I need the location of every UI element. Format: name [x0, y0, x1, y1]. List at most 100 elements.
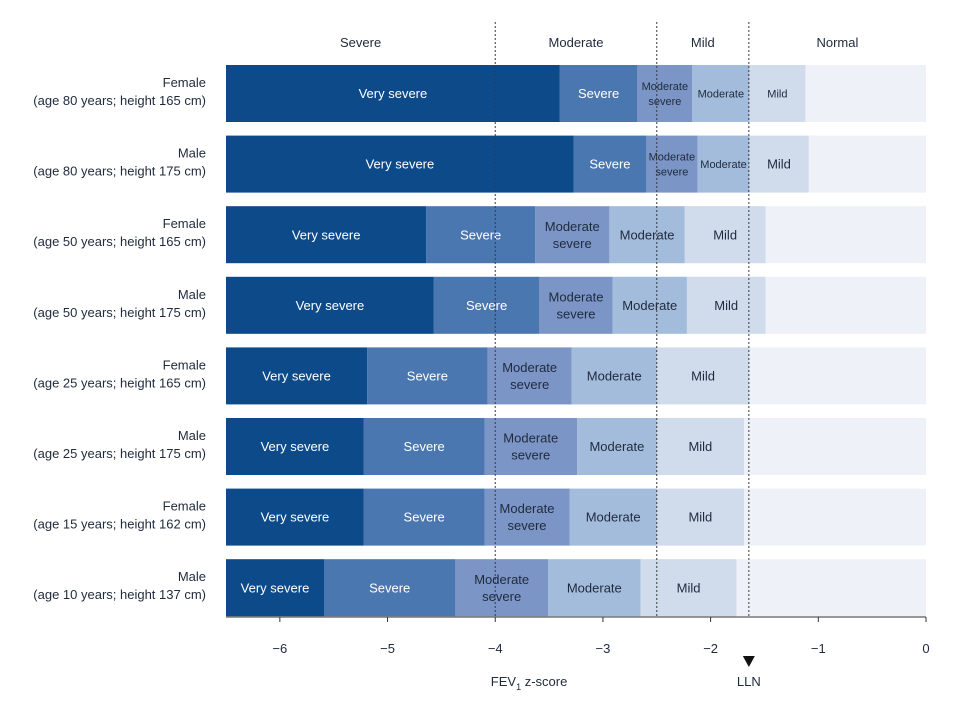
segment-label: Moderate severe [503, 431, 558, 463]
segment-label: Moderate [586, 510, 641, 525]
bar-segment-moderate-severe [484, 418, 578, 475]
bar-segment-moderate [548, 559, 641, 617]
bar-segment-moderate-severe [484, 488, 570, 546]
bar-segment-very-severe [226, 418, 364, 475]
segment-label: Severe [460, 227, 501, 242]
segment-label: Very severe [296, 298, 365, 313]
segment-label: Moderate severe [502, 360, 557, 392]
bar-segment-mild [749, 135, 809, 193]
bar-segment-severe [363, 488, 485, 546]
segment-label: Moderate [620, 227, 675, 242]
segment-label: Mild [677, 580, 701, 595]
row-label-sex: Male [178, 569, 206, 584]
row-label-sex: Male [178, 428, 206, 443]
segment-label: Very severe [262, 368, 331, 383]
bar-segment-moderate [609, 206, 685, 264]
segment-label: Mild [767, 88, 787, 100]
row-label-detail: (age 25 years; height 175 cm) [33, 446, 206, 461]
segment-label: Moderate [698, 88, 744, 100]
bar-segment-moderate [692, 65, 750, 122]
segment-label: Moderate [622, 298, 677, 313]
segment-label: Moderate severe [500, 501, 555, 533]
row-label-sex: Male [178, 287, 206, 302]
segment-label: Mild [767, 157, 791, 172]
lln-arrow-icon [742, 656, 755, 667]
row-label-sex: Female [163, 216, 206, 231]
row-label-detail: (age 80 years; height 165 cm) [33, 93, 206, 108]
bar-segment-mild [749, 65, 806, 122]
x-tick-label: −2 [703, 641, 718, 656]
segment-label: Moderate severe [549, 289, 604, 321]
segment-label: Moderate [567, 580, 622, 595]
row-label-detail: (age 80 years; height 175 cm) [33, 164, 206, 179]
bar-segment-very-severe [226, 206, 427, 264]
reference-lines [494, 22, 750, 617]
lln-label: LLN [737, 674, 761, 689]
segment-label: Very severe [292, 227, 361, 242]
row-label-detail: (age 50 years; height 175 cm) [33, 305, 206, 320]
segment-label: Very severe [261, 439, 330, 454]
x-tick-label: −3 [596, 641, 611, 656]
segment-label: Very severe [359, 86, 428, 101]
x-axis-label: FEV1 z-score [491, 674, 568, 692]
segment-label: Severe [407, 368, 448, 383]
segment-label: Moderate [589, 439, 644, 454]
bar-segment-moderate-severe [455, 559, 548, 617]
segment-label: Moderate severe [649, 151, 695, 178]
zone-label-mild: Mild [691, 35, 715, 50]
row-label-sex: Female [163, 357, 206, 372]
bar-segment-moderate [569, 488, 657, 546]
row-label-sex: Male [178, 146, 206, 161]
zone-label-severe: Severe [340, 35, 381, 50]
segment-label: Very severe [241, 580, 310, 595]
bar-segment-moderate [571, 347, 657, 405]
bar-segment-severe [324, 559, 456, 617]
bar-segment-mild [656, 347, 750, 405]
bar-segment-very-severe [226, 559, 324, 617]
bar-segment-moderate-severe [535, 206, 610, 264]
row-label-detail: (age 25 years; height 165 cm) [33, 375, 206, 390]
bar-segment-severe [433, 276, 540, 334]
segment-label: Mild [713, 227, 737, 242]
row-label-sex: Female [163, 499, 206, 514]
bar-segment-moderate-severe [646, 135, 698, 193]
segment-label: Very severe [261, 510, 330, 525]
lln-marker: LLN [737, 656, 761, 689]
bar-segment-severe [573, 135, 646, 193]
bar-segment-moderate-severe [539, 276, 613, 334]
bar-segment-mild [656, 418, 744, 475]
row-label-sex: Female [163, 75, 206, 90]
segment-label: Mild [691, 368, 715, 383]
bar-segment-very-severe [226, 488, 364, 546]
segment-label: Moderate severe [474, 572, 529, 604]
bar-segment-very-severe [226, 135, 574, 193]
x-tick-label: −4 [488, 641, 503, 656]
x-axis: −6 −5 −4 −3 −2 −1 0 [226, 616, 930, 656]
segment-label: Moderate severe [545, 219, 600, 251]
segment-label: Severe [404, 439, 445, 454]
zone-label-normal: Normal [816, 35, 858, 50]
bar-segment-moderate [697, 135, 750, 193]
bar-segment-severe [559, 65, 638, 122]
bar-segment-moderate-severe [637, 65, 693, 122]
segment-label: Moderate [587, 368, 642, 383]
bar-segment-moderate [612, 276, 687, 334]
bar-segment-severe [426, 206, 536, 264]
segment-label: Mild [688, 439, 712, 454]
x-tick-label: −1 [811, 641, 826, 656]
segment-label: Very severe [366, 157, 435, 172]
row-label-detail: (age 50 years; height 165 cm) [33, 234, 206, 249]
segment-label: Mild [714, 298, 738, 313]
bar-segment-moderate [577, 418, 657, 475]
segment-label: Severe [466, 298, 507, 313]
zone-label-moderate: Moderate [549, 35, 604, 50]
row-label-detail: (age 15 years; height 162 cm) [33, 517, 206, 532]
